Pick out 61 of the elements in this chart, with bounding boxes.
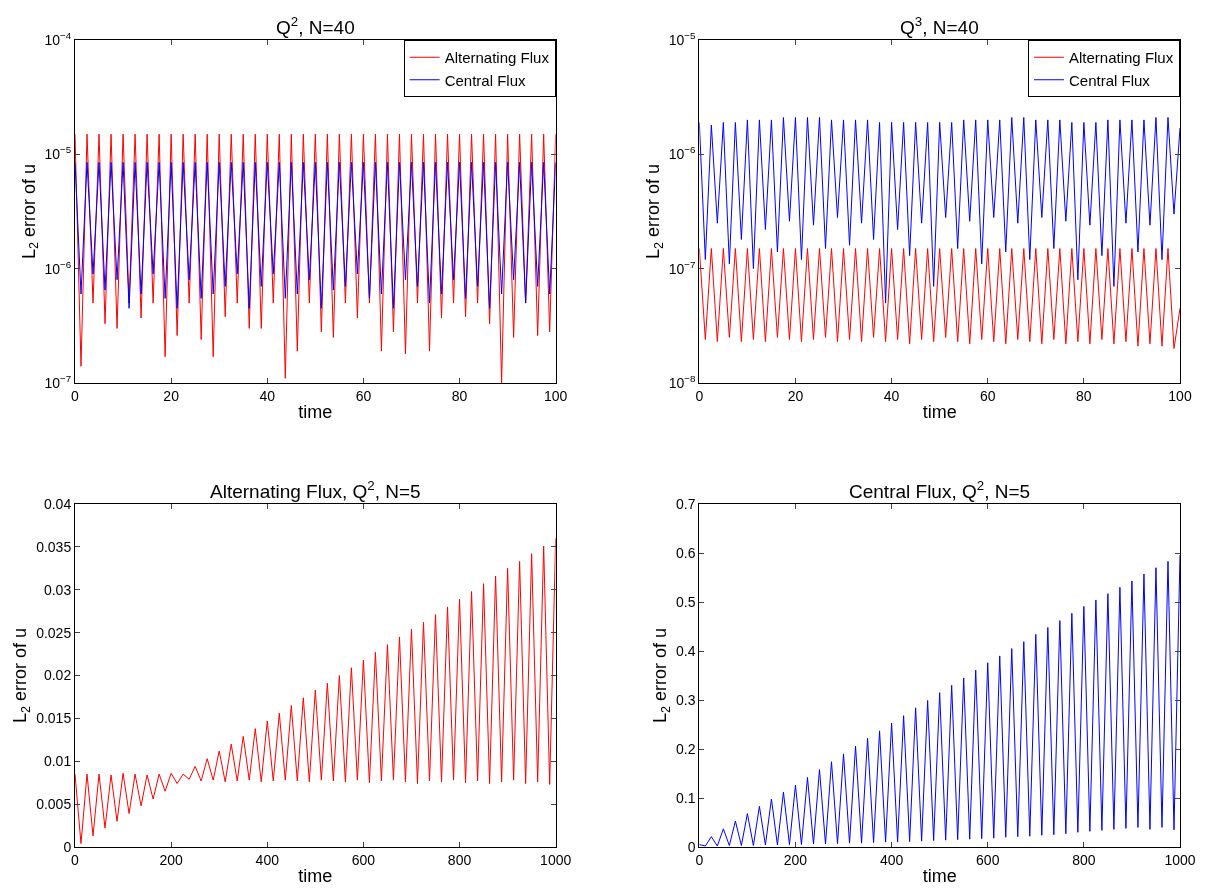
y-tick-label: 10$^{−5}$ [44,144,72,163]
y-tick-label: 0.7 [676,495,696,512]
x-tick-label: 40 [259,387,276,404]
x-tick-label: 600 [976,851,1000,868]
x-tick-label: 1000 [540,851,572,868]
y-tick-label: 0 [63,838,72,855]
x-tick-label: 80 [1076,387,1092,404]
x-tick-label: 20 [163,387,180,404]
line-series [75,161,556,309]
y-tick-label: 0.1 [676,789,696,806]
chart-title: Central Flux, Q$^{2}$, N=5 [849,478,1031,502]
x-tick-label: 800 [447,851,472,868]
x-tick-label: 200 [159,851,184,868]
chart-title: Q$^{2}$, N=40 [276,14,355,38]
x-tick-label: 200 [783,851,808,868]
y-tick-label: 0.6 [676,544,696,561]
y-tick-label: 0.3 [676,691,696,708]
y-tick-label: 0.035 [36,538,72,555]
legend-label: Alternating Flux [444,49,550,67]
x-tick-label: 800 [1072,851,1096,868]
line-series [699,116,1180,304]
x-tick-label: 600 [351,851,376,868]
y-tick-label: 0.03 [43,581,72,598]
chart-title: Alternating Flux, Q$^{2}$, N=5 [210,478,421,502]
x-tick-label: 40 [883,387,900,404]
y-tick-label: 0.2 [676,740,696,757]
y-tick-label: 0.015 [36,710,72,727]
y-tick-label: 10$^{−8}$ [668,373,697,391]
y-tick-label: 0.025 [36,624,72,641]
y-tick-label: 0.01 [43,753,72,770]
x-tick-label: 60 [355,387,372,404]
legend-label: Central Flux [444,71,527,89]
y-tick-label: 0.02 [43,667,72,684]
y-tick-label: 0.5 [676,593,696,610]
x-tick-label: 100 [1168,387,1192,404]
y-tick-label: 10$^{−7}$ [668,258,696,277]
y-tick-label: 0.04 [43,495,72,512]
y-tick-label: 0 [687,838,696,855]
x-tick-label: 400 [255,851,280,868]
y-tick-label: 10$^{−7}$ [44,373,72,391]
y-tick-label: 0.4 [676,642,696,659]
y-tick-label: 10$^{−4}$ [44,30,72,48]
chart-title: Q$^{3}$, N=40 [900,14,979,38]
y-tick-label: 0.005 [36,796,72,813]
x-tick-label: 100 [544,387,568,404]
y-tick-label: 10$^{−6}$ [44,258,72,277]
x-tick-label: 20 [787,387,804,404]
x-tick-label: 1000 [1164,851,1196,868]
y-tick-label: 10$^{−6}$ [668,144,697,163]
x-tick-label: 80 [451,387,468,404]
line-series [699,248,1180,350]
x-axis-title: time [922,865,957,886]
x-axis-title: time [922,401,957,422]
legend-label: Central Flux [1069,71,1151,89]
y-tick-label: 10$^{−5}$ [668,30,697,48]
line-series [699,554,1180,847]
x-axis-title: time [298,865,333,886]
x-axis-title: time [298,401,333,422]
x-tick-label: 60 [979,387,996,404]
legend-label: Alternating Flux [1069,49,1174,67]
x-tick-label: 400 [879,851,904,868]
